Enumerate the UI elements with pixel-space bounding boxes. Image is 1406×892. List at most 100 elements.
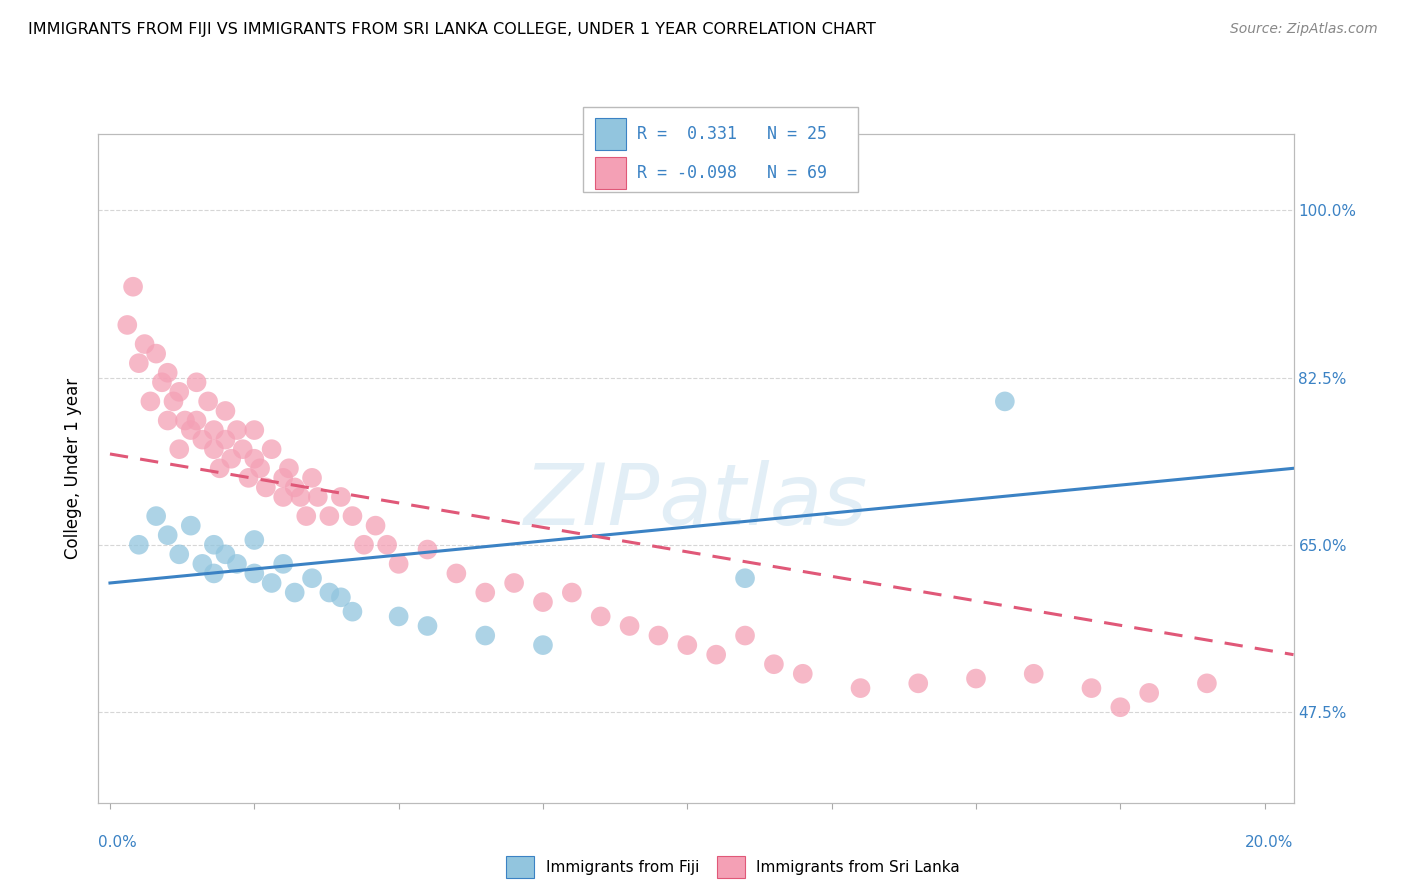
Point xyxy=(318,585,340,599)
Point xyxy=(503,576,526,591)
Point xyxy=(191,433,214,447)
Point xyxy=(156,528,179,542)
Point xyxy=(174,413,197,427)
Point xyxy=(243,423,266,437)
Point xyxy=(145,509,167,524)
Point xyxy=(139,394,162,409)
Point xyxy=(202,423,225,437)
Point xyxy=(589,609,612,624)
Text: Source: ZipAtlas.com: Source: ZipAtlas.com xyxy=(1230,22,1378,37)
Point xyxy=(561,585,583,599)
Text: R = -0.098   N = 69: R = -0.098 N = 69 xyxy=(637,164,827,182)
Point xyxy=(122,279,145,293)
Point xyxy=(994,394,1017,409)
Point xyxy=(219,451,242,466)
Point xyxy=(307,490,329,504)
Point xyxy=(145,346,167,360)
Point xyxy=(167,547,190,561)
Text: IMMIGRANTS FROM FIJI VS IMMIGRANTS FROM SRI LANKA COLLEGE, UNDER 1 YEAR CORRELAT: IMMIGRANTS FROM FIJI VS IMMIGRANTS FROM … xyxy=(28,22,876,37)
Point xyxy=(531,638,554,652)
Point xyxy=(284,585,307,599)
Point xyxy=(290,490,312,504)
Point xyxy=(260,442,283,457)
Point xyxy=(762,657,785,672)
Point xyxy=(301,571,323,585)
Point xyxy=(271,557,294,571)
Point xyxy=(734,628,756,642)
Point xyxy=(1195,676,1218,690)
Point xyxy=(676,638,699,652)
Point xyxy=(150,376,173,390)
Point xyxy=(1022,666,1045,681)
Point xyxy=(214,404,236,418)
Point xyxy=(278,461,301,475)
Point xyxy=(342,605,364,619)
Point xyxy=(907,676,929,690)
Text: 0.0%: 0.0% xyxy=(98,836,138,850)
Point xyxy=(238,471,260,485)
Point xyxy=(704,648,727,662)
Point xyxy=(388,557,411,571)
Point xyxy=(388,609,411,624)
Point xyxy=(295,509,318,524)
Point xyxy=(156,413,179,427)
Point xyxy=(226,423,249,437)
Point xyxy=(1137,686,1160,700)
Text: Immigrants from Sri Lanka: Immigrants from Sri Lanka xyxy=(756,860,960,874)
Point xyxy=(531,595,554,609)
Point xyxy=(329,490,352,504)
Point xyxy=(162,394,184,409)
Point xyxy=(186,413,208,427)
Point xyxy=(734,571,756,585)
Point xyxy=(117,318,139,332)
Text: 20.0%: 20.0% xyxy=(1246,836,1294,850)
Point xyxy=(1080,681,1102,695)
Point xyxy=(792,666,814,681)
Point xyxy=(329,591,352,605)
Point xyxy=(965,672,987,686)
Point xyxy=(134,337,156,351)
Point xyxy=(197,394,219,409)
Point xyxy=(202,442,225,457)
Point xyxy=(214,433,236,447)
Point xyxy=(416,542,439,557)
Point xyxy=(271,471,294,485)
Point xyxy=(353,538,375,552)
Y-axis label: College, Under 1 year: College, Under 1 year xyxy=(65,377,83,559)
Point xyxy=(284,480,307,494)
Point xyxy=(214,547,236,561)
Point xyxy=(226,557,249,571)
Point xyxy=(191,557,214,571)
Point xyxy=(180,423,202,437)
Point xyxy=(446,566,468,581)
Point xyxy=(128,538,150,552)
Point xyxy=(208,461,231,475)
Point xyxy=(167,384,190,399)
Point xyxy=(260,576,283,591)
Point xyxy=(202,566,225,581)
Point xyxy=(301,471,323,485)
Point xyxy=(619,619,641,633)
Point xyxy=(416,619,439,633)
Point xyxy=(202,538,225,552)
Text: R =  0.331   N = 25: R = 0.331 N = 25 xyxy=(637,125,827,143)
Point xyxy=(364,518,387,533)
Point xyxy=(180,518,202,533)
Point xyxy=(186,376,208,390)
Point xyxy=(128,356,150,370)
Point xyxy=(342,509,364,524)
Text: Immigrants from Fiji: Immigrants from Fiji xyxy=(546,860,699,874)
Point xyxy=(232,442,254,457)
Point xyxy=(249,461,271,475)
Point xyxy=(1109,700,1132,714)
Point xyxy=(474,628,496,642)
Point xyxy=(167,442,190,457)
Point xyxy=(271,490,294,504)
Point xyxy=(243,451,266,466)
Point xyxy=(243,566,266,581)
Point xyxy=(254,480,277,494)
Point xyxy=(647,628,669,642)
Point xyxy=(849,681,872,695)
Point xyxy=(318,509,340,524)
Text: ZIPatlas: ZIPatlas xyxy=(524,460,868,543)
